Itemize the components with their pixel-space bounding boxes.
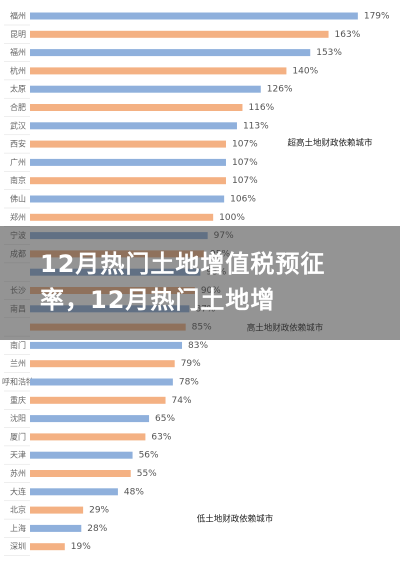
category-label: 佛山: [10, 194, 26, 204]
annotation: 超高土地财政依赖城市: [287, 138, 373, 149]
bar: [30, 378, 173, 386]
category-label: 上海: [10, 523, 26, 533]
value-label: 140%: [292, 66, 318, 76]
value-label: 78%: [179, 378, 199, 388]
bar: [30, 195, 225, 203]
value-label: 19%: [71, 542, 91, 552]
bar: [30, 140, 226, 148]
category-label: 昆明: [10, 30, 26, 39]
bar: [30, 451, 133, 459]
bar: [30, 524, 82, 532]
value-label: 113%: [243, 121, 269, 131]
value-label: 48%: [124, 487, 144, 497]
category-label: 重庆: [10, 395, 26, 405]
bar: [30, 341, 183, 349]
bar: [30, 433, 146, 441]
category-label: 厦门: [10, 431, 26, 441]
value-label: 29%: [89, 506, 109, 516]
value-label: 63%: [151, 432, 171, 442]
category-label: 南门: [10, 340, 26, 350]
value-label: 153%: [316, 48, 342, 58]
category-label: 合肥: [10, 102, 26, 112]
category-label: 福州: [10, 48, 26, 57]
category-label: 杭州: [10, 65, 26, 75]
category-label: 广州: [10, 157, 26, 167]
category-label: 天津: [10, 450, 26, 460]
bar: [30, 360, 175, 368]
category-label: 大连: [10, 486, 26, 496]
bar: [30, 49, 311, 57]
category-label: 福州: [10, 12, 26, 21]
value-label: 106%: [230, 195, 256, 205]
bar: [30, 396, 166, 404]
value-label: 74%: [172, 396, 192, 406]
value-label: 83%: [188, 341, 208, 351]
value-label: 107%: [232, 176, 258, 186]
bar: [30, 415, 150, 423]
value-label: 126%: [267, 85, 293, 95]
bar: [30, 177, 226, 185]
value-label: 107%: [232, 158, 258, 168]
bar: [30, 543, 65, 551]
category-label: 兰州: [10, 358, 26, 368]
bar: [30, 158, 226, 166]
category-label: 呼和浩特: [2, 377, 34, 387]
value-label: 65%: [155, 414, 175, 424]
title: 12月热门土地增值税预征率，12月热门土地增: [40, 250, 326, 314]
category-label: 北京: [10, 505, 26, 515]
category-label: 武汉: [10, 120, 26, 130]
category-label: 西安: [10, 139, 26, 149]
category-label: 苏州: [10, 468, 26, 478]
annotation: 低土地财政依赖城市: [197, 514, 274, 525]
bar: [30, 104, 243, 111]
bar: [30, 506, 84, 514]
value-label: 79%: [181, 359, 201, 369]
title-banner: [0, 226, 400, 340]
category-label: 南京: [10, 175, 26, 185]
bar: [30, 488, 118, 496]
value-label: 28%: [87, 524, 107, 534]
value-label: 116%: [248, 103, 274, 113]
value-label: 107%: [232, 140, 258, 150]
value-label: 163%: [335, 30, 361, 40]
bar: [30, 122, 237, 130]
bar: [30, 67, 287, 75]
category-label: 沈阳: [10, 413, 26, 423]
bar: [30, 470, 131, 477]
bar: [30, 12, 358, 20]
bar: [30, 30, 329, 38]
value-label: 55%: [137, 469, 157, 479]
value-label: 179%: [364, 12, 390, 22]
category-label: 深圳: [10, 541, 26, 551]
bar: [30, 85, 261, 93]
bar: [30, 213, 214, 221]
value-label: 100%: [219, 213, 245, 223]
category-label: 郑州: [10, 212, 26, 222]
value-label: 56%: [139, 451, 159, 461]
category-label: 太原: [10, 84, 26, 94]
